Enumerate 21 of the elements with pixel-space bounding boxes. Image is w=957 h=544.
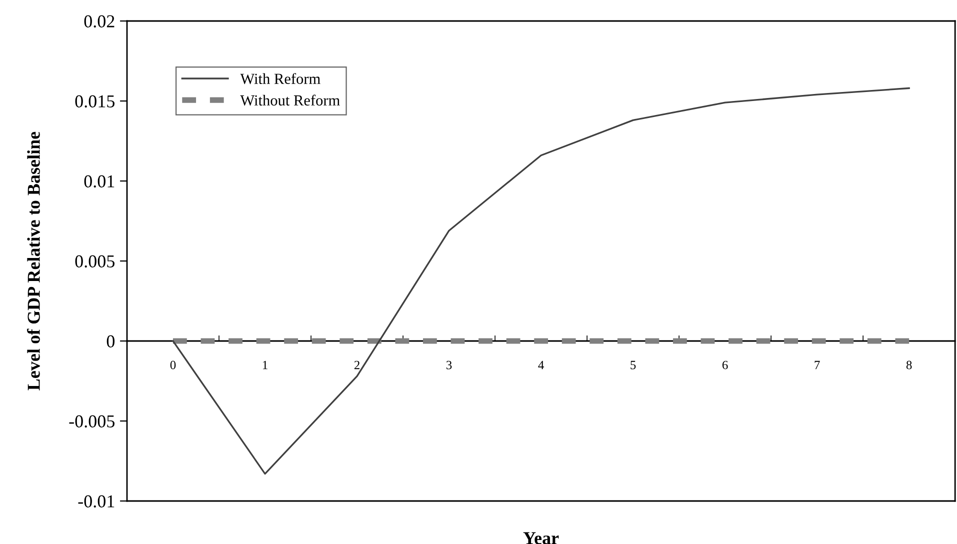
y-tick-label: 0.005 <box>75 255 114 268</box>
legend-label: With Reform <box>240 73 320 84</box>
x-tick-label: 2 <box>354 360 360 370</box>
x-tick-label: 6 <box>722 360 728 370</box>
y-tick-label: -0.01 <box>78 495 114 508</box>
x-tick-label: 1 <box>262 360 268 370</box>
y-axis-title: Level of GDP Relative to Baseline <box>27 132 40 390</box>
legend-label: Without Reform <box>240 94 340 106</box>
line-series <box>172 87 910 475</box>
x-tick-label: 7 <box>814 360 820 370</box>
y-tick-label: 0.015 <box>75 95 114 108</box>
y-tick-label: -0.005 <box>69 415 114 428</box>
y-tick-label: 0 <box>106 335 115 348</box>
y-tick-label: 0.02 <box>84 15 114 28</box>
y-tick-label: 0.01 <box>84 175 114 188</box>
x-tick-label: 4 <box>538 360 544 370</box>
x-axis-title: Year <box>523 532 559 544</box>
x-tick-label: 8 <box>906 360 912 370</box>
x-tick-label: 3 <box>446 360 452 370</box>
x-tick-label: 5 <box>630 360 636 370</box>
x-tick-label: 0 <box>170 360 176 370</box>
